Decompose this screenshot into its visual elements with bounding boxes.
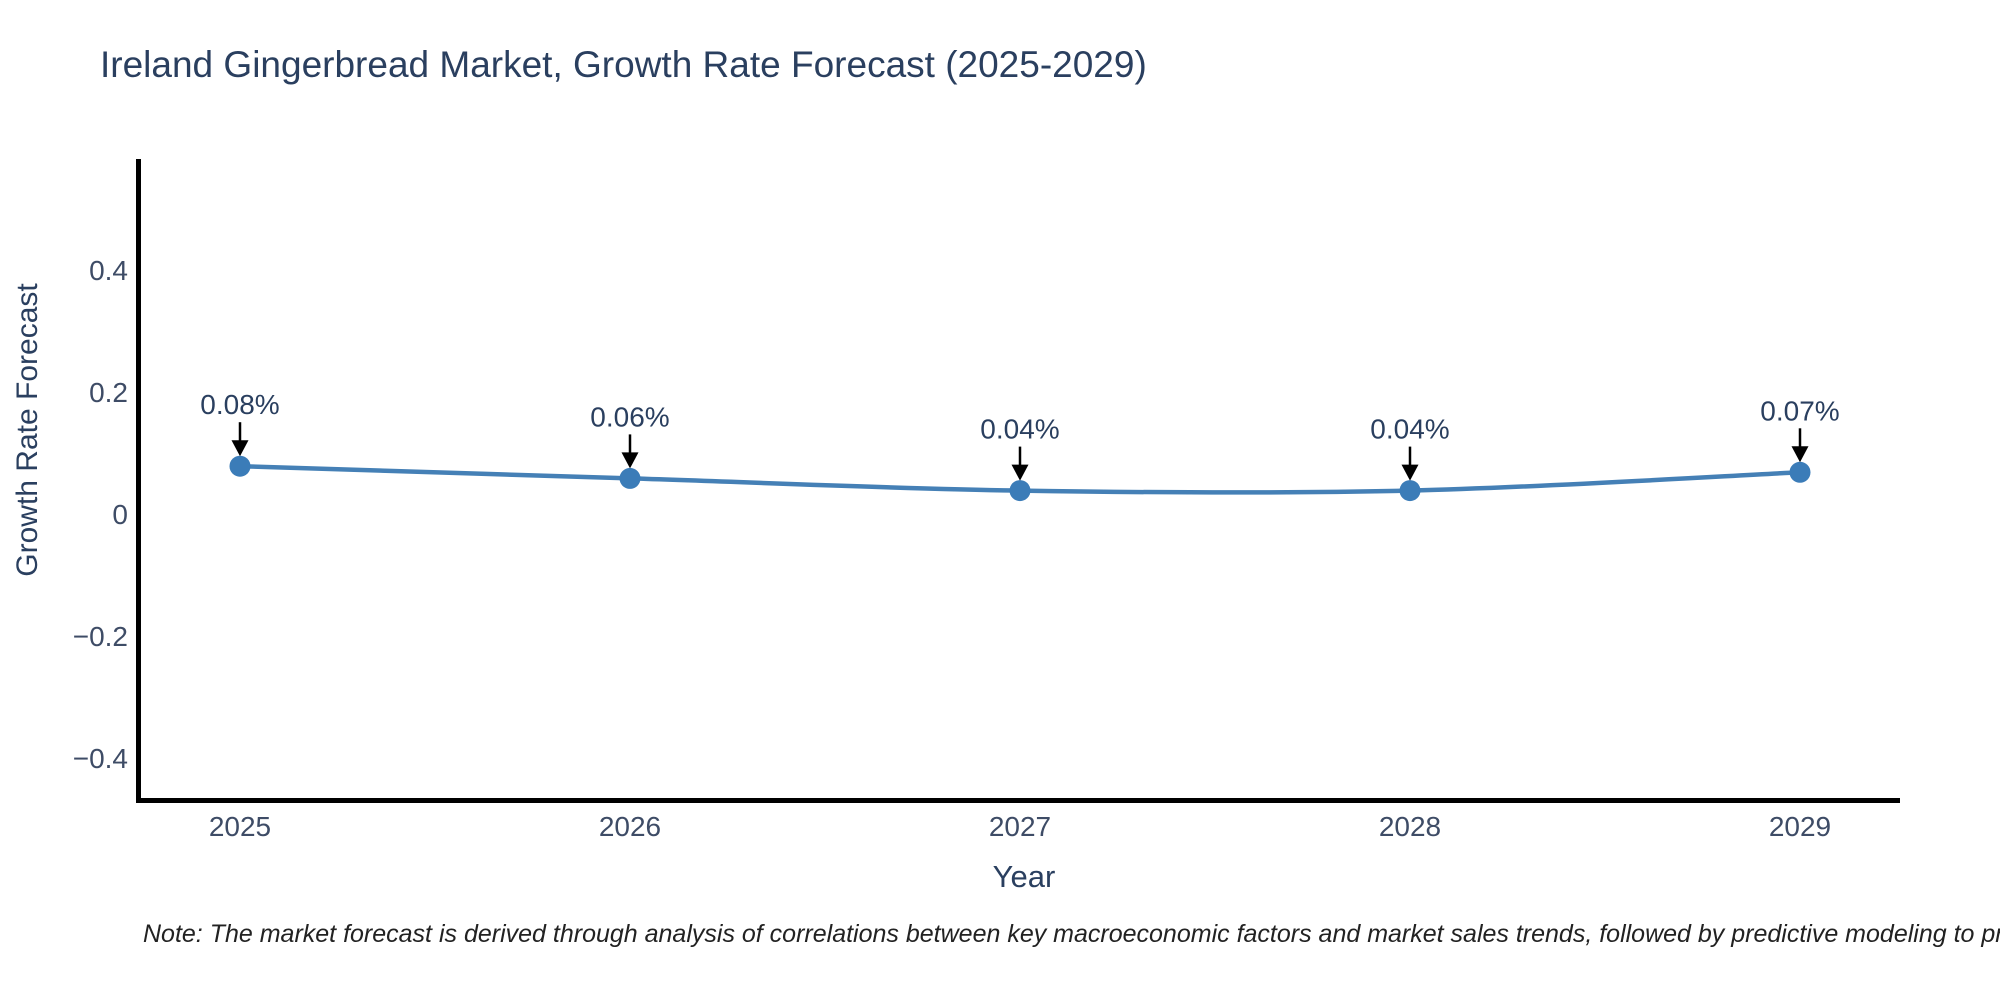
- data-point-marker: [1009, 480, 1031, 502]
- x-axis-tick-label: 2027: [988, 811, 1052, 842]
- x-axis-tick-label: 2029: [1768, 811, 1832, 842]
- footnote: Note: The market forecast is derived thr…: [143, 920, 2000, 948]
- data-point-marker: [619, 467, 641, 489]
- annotation-arrowhead-icon: [621, 452, 639, 469]
- data-point-marker: [1789, 461, 1811, 483]
- data-point-value-label: 0.06%: [590, 401, 669, 432]
- annotation-arrowhead-icon: [1401, 464, 1419, 481]
- annotation-arrowhead-icon: [1011, 464, 1029, 481]
- y-axis-tick-label: −0.2: [72, 621, 128, 652]
- data-point-value-label: 0.04%: [1370, 414, 1449, 445]
- y-axis-tick-label: −0.4: [72, 743, 128, 774]
- x-axis-title: Year: [992, 859, 1056, 894]
- x-axis-tick-label: 2026: [598, 811, 662, 842]
- x-axis-line: [136, 798, 1900, 803]
- series-line: [239, 463, 1801, 495]
- data-point-value-label: 0.04%: [980, 414, 1059, 445]
- x-axis-tick-label: 2025: [208, 811, 272, 842]
- y-axis-tick-label: 0.2: [89, 377, 128, 408]
- x-axis-tick-label: 2028: [1378, 811, 1442, 842]
- data-point-marker: [1399, 480, 1421, 502]
- y-axis-tick-label: 0: [112, 499, 128, 530]
- data-point-value-label: 0.08%: [200, 389, 279, 420]
- y-axis-tick-label: 0.4: [89, 255, 128, 286]
- data-point-marker: [229, 455, 251, 477]
- annotation-arrowhead-icon: [1791, 446, 1809, 463]
- data-point-value-label: 0.07%: [1760, 395, 1839, 426]
- annotation-arrowhead-icon: [231, 440, 249, 457]
- y-axis-line: [136, 159, 141, 803]
- y-axis-title: Growth Rate Forecast: [11, 283, 44, 577]
- chart-title: Ireland Gingerbread Market, Growth Rate …: [100, 44, 1147, 85]
